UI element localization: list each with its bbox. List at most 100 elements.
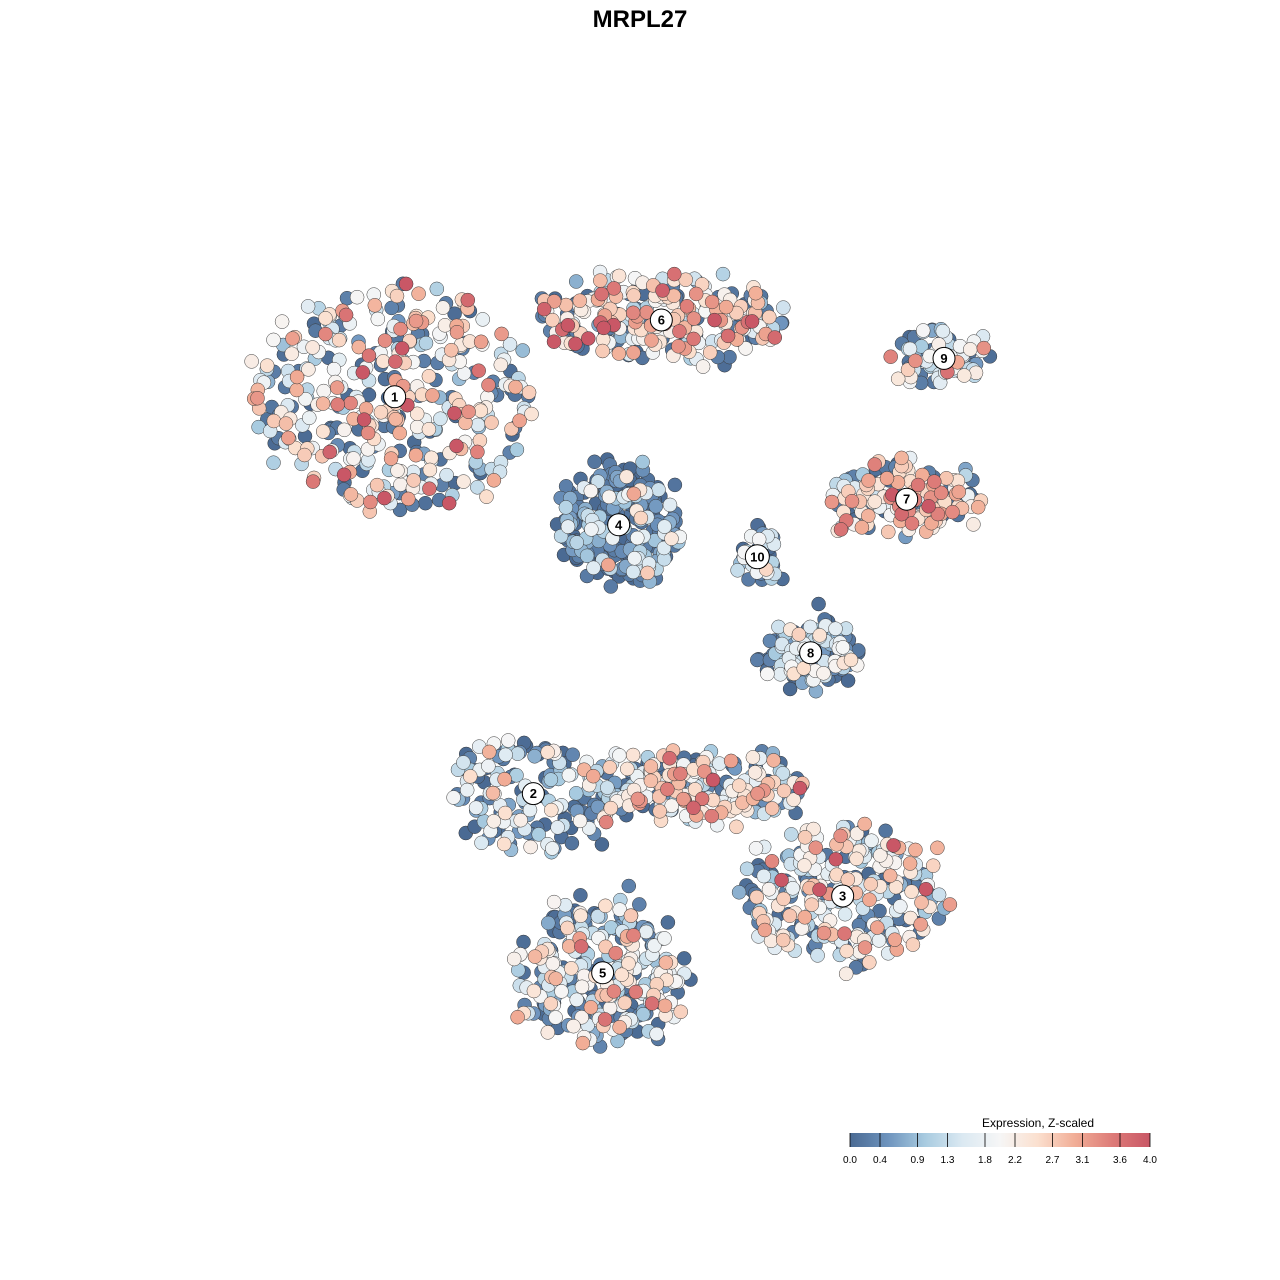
cell-point xyxy=(316,383,331,399)
cell-point xyxy=(449,324,465,340)
cell-point xyxy=(544,802,559,818)
cell-point xyxy=(527,749,542,764)
cluster-label-6: 6 xyxy=(658,313,665,328)
cell-point xyxy=(606,984,622,999)
cluster-label-9: 9 xyxy=(940,351,947,366)
cell-point xyxy=(657,519,672,534)
cell-point xyxy=(933,485,949,501)
cell-point xyxy=(594,837,610,852)
cell-point xyxy=(786,792,801,807)
cell-point xyxy=(707,312,722,328)
cluster-label-badge xyxy=(383,385,407,409)
cell-point xyxy=(676,791,691,807)
cell-point xyxy=(337,422,352,438)
cell-point xyxy=(927,474,942,489)
legend-tick-label: 1.8 xyxy=(978,1155,992,1166)
cell-point xyxy=(925,858,941,873)
cell-point xyxy=(360,425,376,441)
cell-point xyxy=(502,337,518,352)
cell-point xyxy=(470,417,486,433)
cell-point xyxy=(540,1025,556,1040)
cell-point xyxy=(331,332,347,348)
cell-point xyxy=(603,800,619,816)
cluster-label-3: 3 xyxy=(839,889,846,904)
cell-point xyxy=(966,517,981,532)
cell-point xyxy=(620,761,635,777)
cell-point xyxy=(621,878,637,894)
cell-point xyxy=(603,579,619,594)
cell-point xyxy=(621,956,636,971)
cell-point xyxy=(596,320,611,336)
cell-point xyxy=(446,790,461,805)
cell-point xyxy=(893,899,908,914)
cell-point xyxy=(828,852,844,867)
cell-point xyxy=(867,457,882,472)
cell-point xyxy=(784,827,799,842)
scatter-points xyxy=(244,264,998,1054)
cell-point xyxy=(543,772,559,787)
cell-point xyxy=(808,840,823,855)
cluster-label-badge xyxy=(591,961,615,985)
cell-point xyxy=(602,760,618,775)
cell-point xyxy=(882,868,898,883)
cell-point xyxy=(540,745,555,760)
cell-point xyxy=(658,955,674,970)
cell-point xyxy=(956,368,972,383)
cell-point xyxy=(566,1018,581,1034)
cell-point xyxy=(568,336,583,352)
cell-point xyxy=(635,454,650,470)
cell-point xyxy=(776,891,791,907)
cell-point xyxy=(686,800,701,816)
cell-point xyxy=(343,487,359,502)
cell-point xyxy=(667,266,682,282)
cell-point xyxy=(857,940,873,955)
cell-point xyxy=(644,996,660,1011)
cell-point xyxy=(336,467,352,483)
cell-point xyxy=(630,791,646,807)
cell-point xyxy=(523,839,538,855)
cell-point xyxy=(664,798,679,813)
cell-point xyxy=(864,833,879,848)
cell-point xyxy=(561,767,577,783)
cell-point xyxy=(418,495,433,511)
cell-point xyxy=(406,473,421,488)
cell-point xyxy=(662,751,677,766)
cell-point xyxy=(485,785,501,801)
cell-point xyxy=(766,753,781,768)
cell-point xyxy=(363,494,378,510)
cell-point xyxy=(894,450,909,466)
cell-point xyxy=(516,934,531,950)
cell-point xyxy=(673,766,688,781)
cell-point xyxy=(750,652,765,668)
cell-point xyxy=(647,938,662,953)
cell-point xyxy=(863,876,878,892)
cell-point xyxy=(586,560,601,576)
cell-point xyxy=(531,827,546,842)
cell-point xyxy=(441,495,457,511)
cell-point xyxy=(461,404,476,420)
cell-point xyxy=(598,814,614,830)
cell-point xyxy=(748,285,763,301)
cell-point xyxy=(910,477,926,493)
cell-point xyxy=(543,996,559,1011)
cell-point xyxy=(776,300,791,315)
cell-point xyxy=(627,551,642,566)
legend-tick-label: 3.6 xyxy=(1113,1155,1127,1166)
cell-point xyxy=(797,910,813,925)
cell-point xyxy=(617,995,633,1011)
cell-point xyxy=(506,951,522,967)
cell-point xyxy=(756,868,772,884)
cell-point xyxy=(266,332,281,348)
cell-point xyxy=(883,349,898,364)
legend-tick-label: 0.9 xyxy=(911,1155,925,1166)
cell-point xyxy=(890,371,906,387)
cell-point xyxy=(568,274,584,289)
cell-point xyxy=(590,909,606,924)
cell-point xyxy=(600,780,615,795)
cell-point xyxy=(584,522,599,537)
cell-point xyxy=(569,992,584,1008)
cell-point xyxy=(250,390,265,406)
cell-point xyxy=(266,455,281,470)
cell-point xyxy=(838,966,854,982)
cluster-label-5: 5 xyxy=(599,965,606,980)
